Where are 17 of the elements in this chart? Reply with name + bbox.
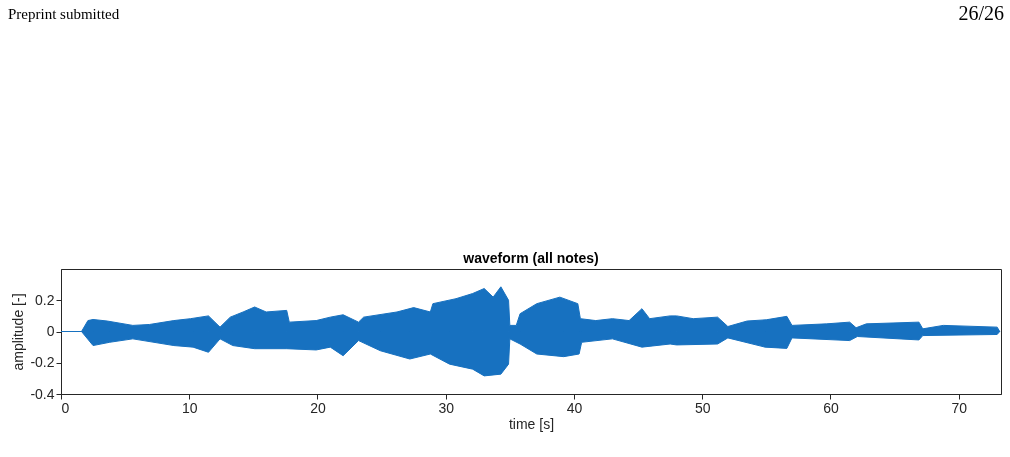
- y-tick-label: 0.2: [35, 291, 55, 308]
- x-tick-label: 40: [566, 399, 583, 416]
- text: 26/26: [958, 2, 1004, 25]
- chart-title: waveform (all notes): [462, 250, 599, 266]
- x-tick-label: 0: [61, 399, 70, 416]
- y-tick-label: -0.2: [30, 354, 55, 371]
- x-tick-label: 20: [310, 399, 326, 416]
- x-tick-label: 70: [951, 399, 968, 416]
- y-axis-title: amplitude [-]: [10, 293, 27, 371]
- x-tick-label: 50: [694, 399, 711, 416]
- x-tick-label: 30: [438, 399, 455, 416]
- x-axis-title: time [s]: [508, 415, 555, 432]
- x-tick-label: 10: [181, 399, 198, 416]
- y-tick-label: 0: [46, 323, 55, 339]
- y-tick-label: -0.4: [30, 385, 55, 402]
- text: Preprint submitted: [8, 6, 120, 23]
- x-tick-label: 60: [823, 399, 839, 416]
